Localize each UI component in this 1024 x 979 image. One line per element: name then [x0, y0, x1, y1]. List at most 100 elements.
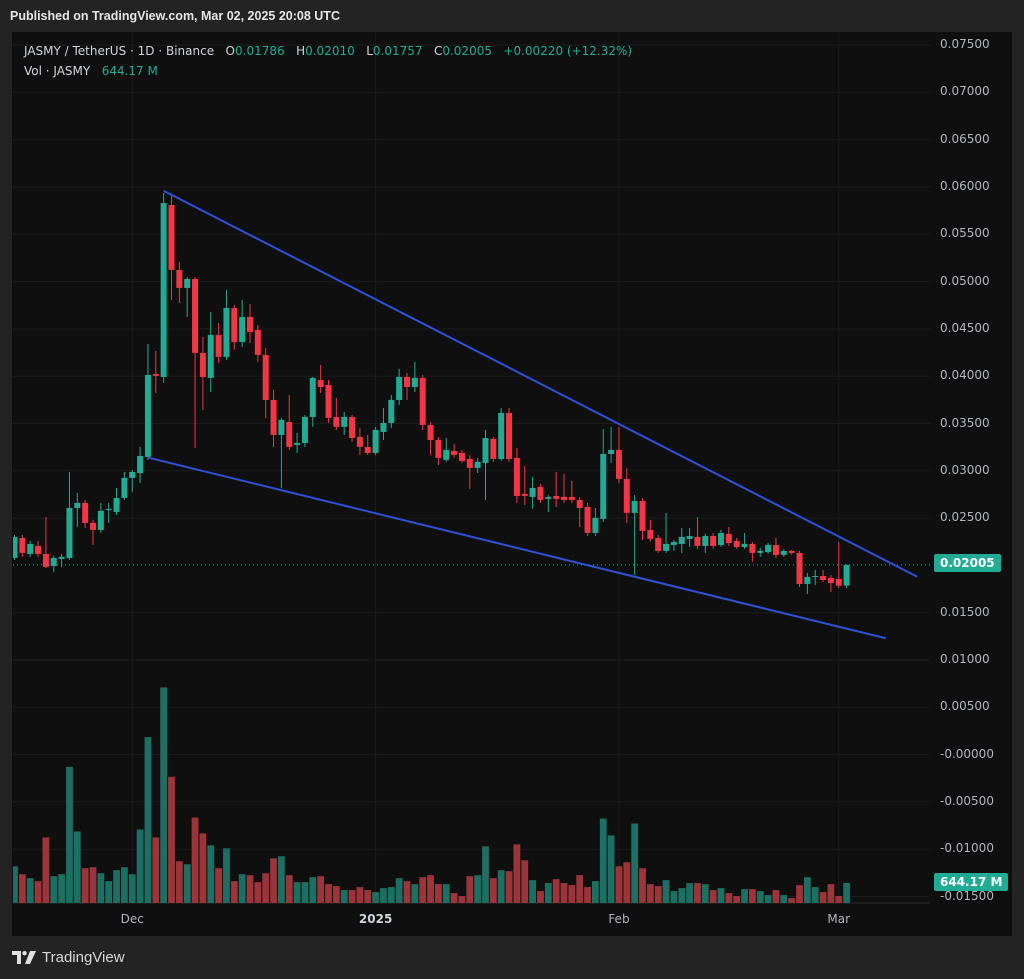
candle-body [356, 436, 363, 447]
open-value: 0.01786 [235, 44, 285, 58]
candle-body [545, 496, 552, 499]
candle-body [396, 376, 403, 400]
volume-bar [513, 844, 521, 903]
volume-bar [144, 737, 152, 903]
candle-body [623, 478, 630, 513]
volume-bar [270, 858, 277, 903]
volume-value: 644.17 M [101, 64, 158, 78]
tradingview-brand[interactable]: TradingView [12, 949, 125, 966]
open-label: O [225, 44, 235, 58]
price-tick-label: 0.05500 [940, 226, 990, 241]
candle-body [600, 453, 607, 519]
candle-body [152, 373, 159, 376]
volume-bar [827, 884, 835, 903]
candle-body [482, 437, 489, 463]
volume-bar [560, 883, 568, 903]
price-tick-label: 0.03000 [940, 462, 990, 477]
volume-bar [843, 883, 850, 903]
candle-body [568, 496, 575, 500]
volume-bar [356, 887, 364, 903]
volume-bar [505, 871, 513, 903]
candle-body [129, 471, 136, 478]
volume-bar [419, 877, 427, 903]
volume-bar [81, 868, 89, 903]
brand-name: TradingView [42, 949, 125, 966]
candle-body [788, 550, 795, 553]
candle-body [262, 354, 269, 400]
volume-bar [364, 890, 372, 903]
volume-bar [42, 837, 50, 903]
volume-bar [654, 886, 662, 903]
candle-body [254, 329, 261, 355]
candle-body [702, 535, 709, 546]
volume-bar [254, 882, 262, 903]
chart-panel[interactable] [12, 32, 1012, 936]
candle-body [827, 577, 834, 583]
volume-bar [678, 888, 686, 903]
volume-bar [160, 687, 168, 903]
trendline [147, 456, 887, 640]
price-tick-label: 0.04500 [940, 320, 990, 335]
symbol-label[interactable]: JASMY / TetherUS · 1D · Binance [24, 44, 215, 58]
volume-bar [58, 874, 65, 903]
volume-bar [380, 888, 387, 903]
candle-body [772, 544, 779, 555]
volume-bar [387, 887, 395, 903]
volume-bar [152, 837, 160, 903]
price-tick-label: 0.02500 [940, 510, 990, 525]
candle-body [466, 458, 473, 468]
candle-body [537, 486, 544, 500]
volume-bar [89, 867, 97, 903]
candle-body [419, 377, 426, 425]
candle-body [647, 529, 654, 539]
volume-bar [121, 867, 128, 903]
volume-bars [13, 687, 850, 903]
candle-body [561, 496, 567, 500]
candle-body [411, 377, 418, 387]
candle-body [513, 457, 520, 496]
candle-body [90, 522, 96, 530]
candle-body [137, 455, 144, 473]
candle-body [710, 535, 717, 546]
volume-bar [403, 881, 411, 903]
volume-bar [772, 890, 780, 903]
candle-body [474, 461, 481, 468]
candle-body [199, 352, 206, 377]
candle-body [490, 438, 497, 459]
price-tick-label: -0.01000 [940, 841, 994, 856]
volume-bar [278, 856, 285, 903]
candle-body [686, 535, 693, 539]
candle-body [341, 416, 348, 427]
candle-body [655, 537, 662, 551]
candle-body [325, 384, 332, 418]
volume-bar [340, 890, 348, 903]
trendlines[interactable] [147, 189, 918, 640]
candle-body [553, 495, 560, 499]
volume-bar [458, 896, 466, 903]
volume-bar [128, 874, 136, 903]
candle-body [19, 537, 26, 553]
volume-bar [599, 818, 607, 903]
candle-body [757, 550, 764, 553]
volume-bar [819, 892, 827, 903]
volume-bar [191, 817, 199, 903]
volume-bar [623, 862, 631, 903]
volume-bar [207, 845, 215, 903]
price-tick-label: 0.01500 [940, 604, 990, 619]
volume-bar [223, 848, 230, 903]
price-tick-label: 0.05000 [940, 273, 990, 288]
volume-bar [544, 883, 552, 903]
candle-body [82, 502, 89, 523]
volume-bar [26, 878, 34, 903]
volume-bar [788, 898, 796, 903]
candle-body [608, 449, 615, 454]
volume-bar [175, 861, 183, 903]
candle-body [215, 334, 222, 357]
volume-label[interactable]: Vol · JASMY [24, 64, 91, 78]
volume-bar [529, 880, 536, 903]
candle-body [58, 556, 65, 559]
price-tick-label: -0.01500 [940, 888, 994, 903]
high-label: H [296, 44, 306, 58]
volume-bar [811, 887, 819, 903]
